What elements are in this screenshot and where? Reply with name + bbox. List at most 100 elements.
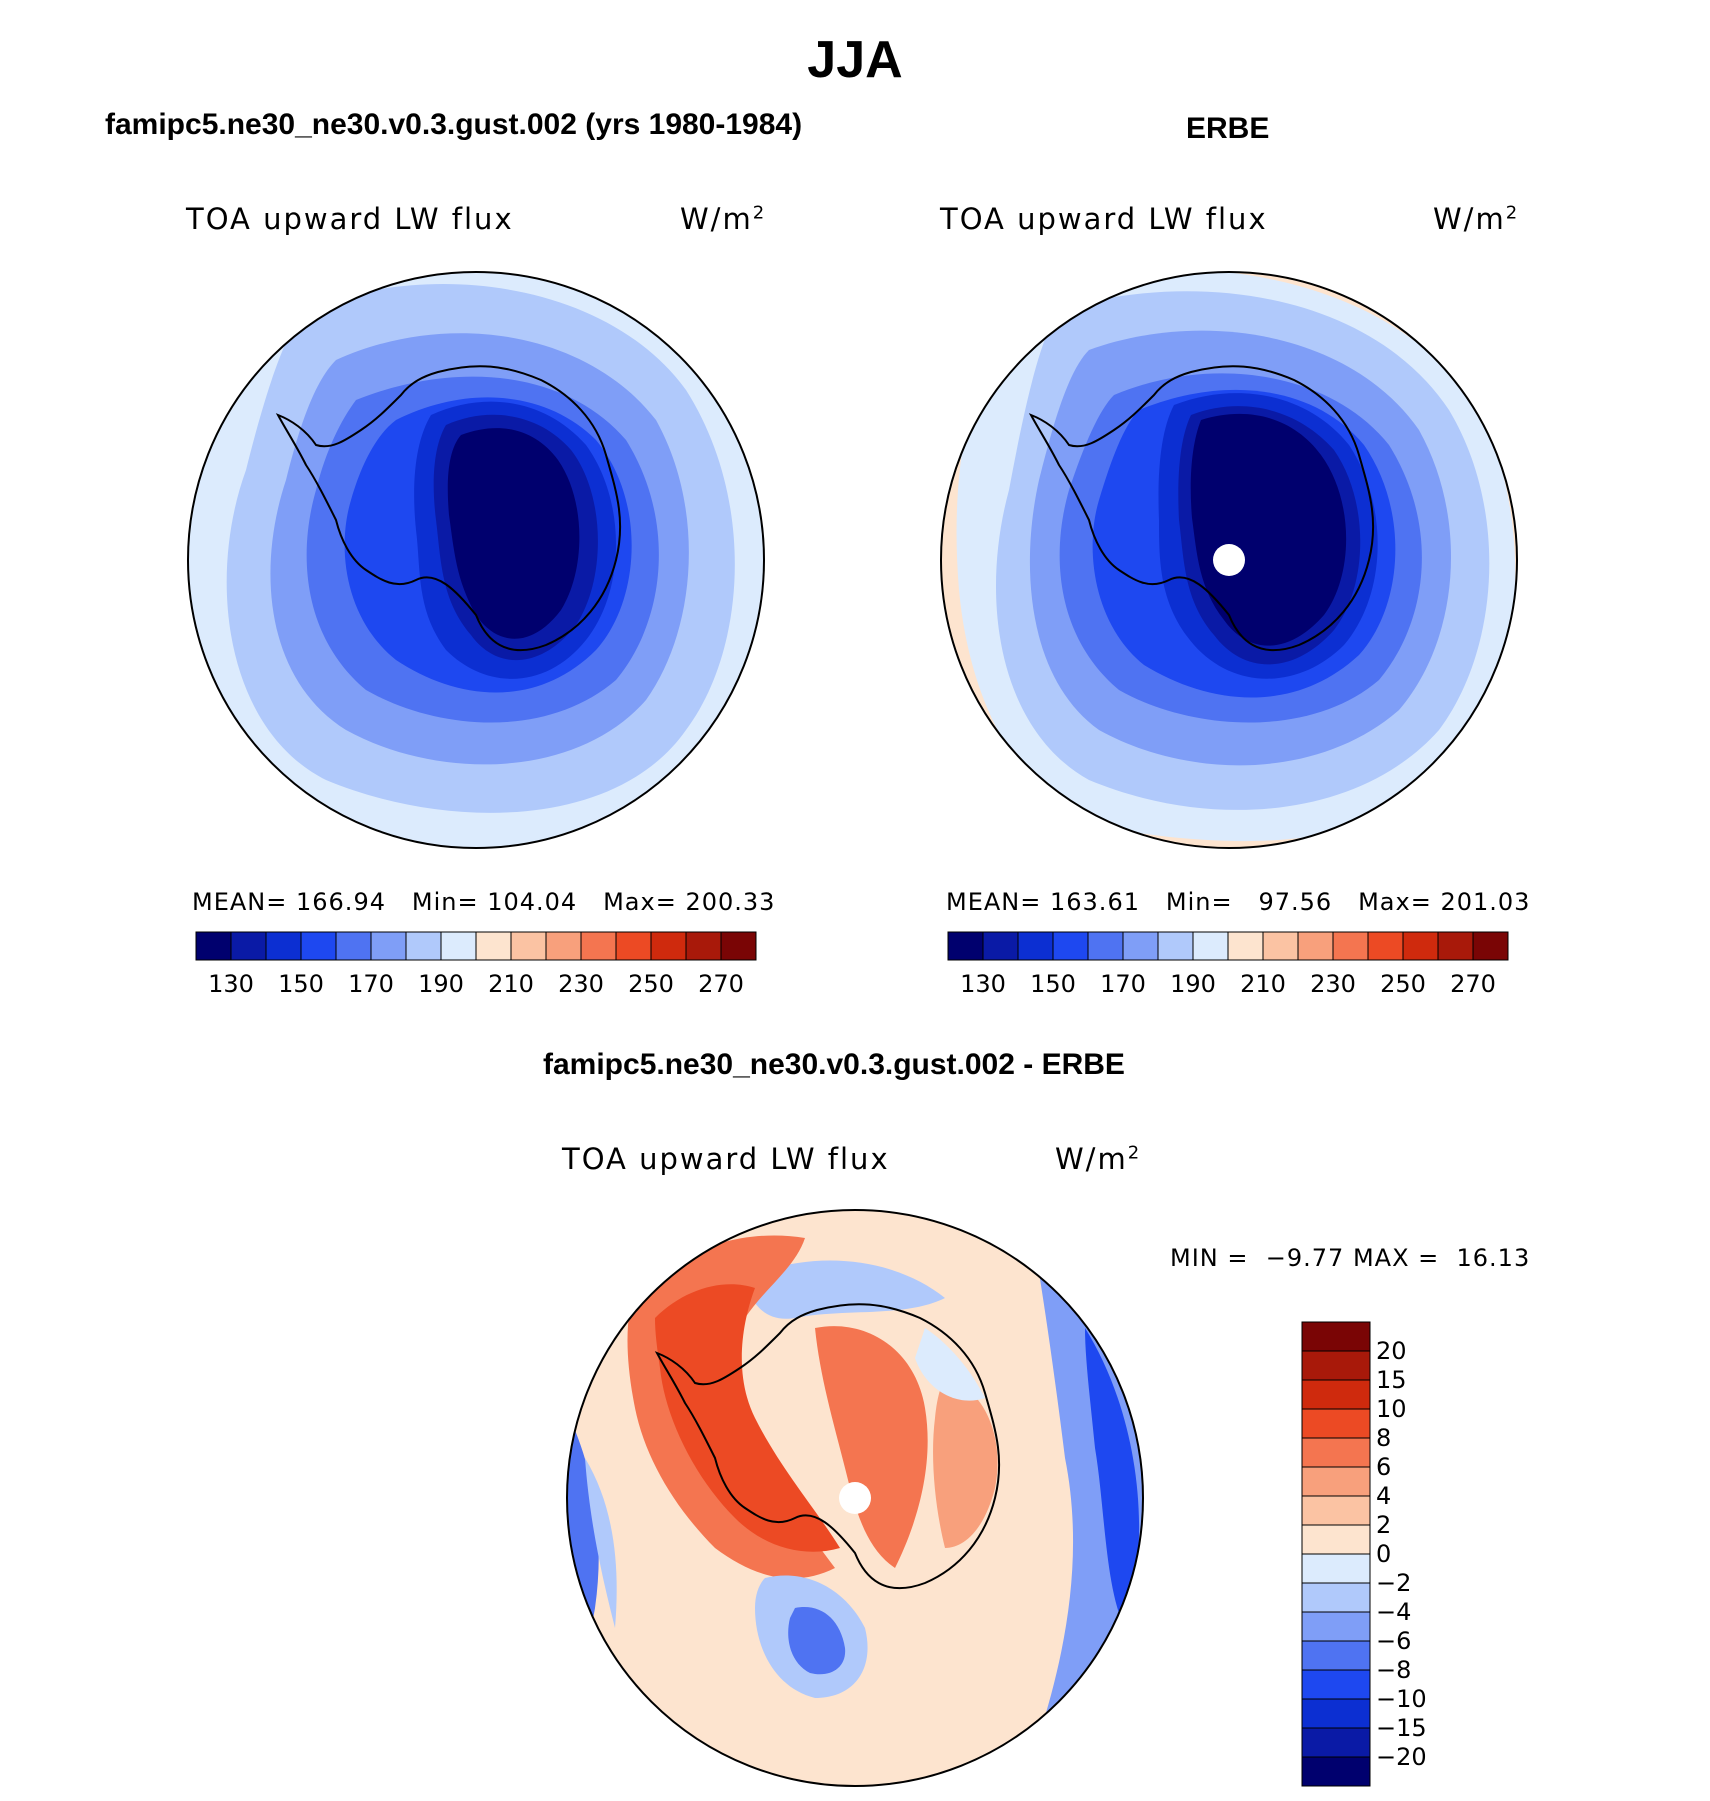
diff-stats-line: MIN = −9.77 MAX = 16.13 — [1170, 1244, 1531, 1272]
obs-colorbar-swatch — [1087, 931, 1124, 961]
obs-colorbar-swatch — [947, 931, 984, 961]
obs-colorbar-swatch — [982, 931, 1019, 961]
diff-colorbar-swatch — [1301, 1582, 1371, 1613]
model-colorbar-swatch — [230, 931, 267, 961]
model-colorbar-tick-label: 170 — [348, 970, 394, 998]
diff-polar-map — [566, 1209, 1144, 1787]
obs-colorbar-swatch — [1122, 931, 1159, 961]
model-colorbar-swatch — [720, 931, 757, 961]
diff-panel-title: famipc5.ne30_ne30.v0.3.gust.002 - ERBE — [543, 1048, 1125, 1081]
model-colorbar-swatch — [405, 931, 442, 961]
obs-colorbar-tick-label: 170 — [1100, 970, 1146, 998]
obs-colorbar-swatch — [1402, 931, 1439, 961]
diff-contour-north-negative — [745, 1260, 945, 1319]
diff-map-boundary — [566, 1209, 1144, 1787]
model-colorbar-tick-label: 130 — [208, 970, 254, 998]
model-colorbar-swatch — [685, 931, 722, 961]
diff-colorbar-tick-label: 10 — [1376, 1395, 1407, 1423]
diff-colorbar-swatch — [1301, 1495, 1371, 1526]
model-variable-label: TOA upward LW flux — [186, 202, 514, 236]
obs-antarctica-coastline — [1028, 365, 1375, 652]
diff-colorbar-swatch — [1301, 1669, 1371, 1700]
model-polar-map — [187, 271, 765, 849]
model-colorbar-swatch — [195, 931, 232, 961]
diff-antarctica-coastline — [654, 1303, 1001, 1590]
diff-colorbar — [1301, 1321, 1371, 1787]
model-contour-below-130 — [447, 428, 580, 639]
diff-colorbar-tick-label: −6 — [1376, 1627, 1412, 1655]
diff-colorbar-tick-label: 0 — [1376, 1540, 1392, 1568]
obs-pole-hole — [1213, 544, 1245, 576]
model-units-label: W/m2 — [680, 202, 767, 236]
model-colorbar-swatch — [545, 931, 582, 961]
model-colorbar-tick-label: 210 — [488, 970, 534, 998]
diff-colorbar-tick-label: 8 — [1376, 1424, 1392, 1452]
main-title: JJA — [807, 31, 903, 89]
obs-colorbar-tick-label: 190 — [1170, 970, 1216, 998]
diff-colorbar-tick-label: 2 — [1376, 1511, 1392, 1539]
model-colorbar-tick-label: 190 — [418, 970, 464, 998]
diff-colorbar-swatch — [1301, 1640, 1371, 1671]
diff-contour-east-warm — [933, 1378, 998, 1548]
diff-colorbar-swatch — [1301, 1553, 1371, 1584]
obs-colorbar-tick-label: 130 — [960, 970, 1006, 998]
diff-colorbar-swatch — [1301, 1611, 1371, 1642]
obs-units-label: W/m2 — [1433, 202, 1520, 236]
diff-units-label: W/m2 — [1055, 1142, 1142, 1176]
model-map-boundary — [187, 271, 765, 849]
diff-colorbar-tick-label: 20 — [1376, 1337, 1407, 1365]
obs-colorbar-tick-label: 250 — [1380, 970, 1426, 998]
obs-colorbar-swatch — [1367, 931, 1404, 961]
diff-colorbar-tick-label: 15 — [1376, 1366, 1407, 1394]
diff-colorbar-swatch — [1301, 1379, 1371, 1410]
diff-colorbar-swatch — [1301, 1727, 1371, 1758]
diff-colorbar-tick-label: 6 — [1376, 1453, 1392, 1481]
obs-map-boundary — [940, 271, 1518, 849]
diff-colorbar-tick-label: 4 — [1376, 1482, 1392, 1510]
diff-colorbar-tick-label: −4 — [1376, 1598, 1412, 1626]
obs-panel-title: ERBE — [1186, 112, 1270, 145]
obs-colorbar-swatch — [1227, 931, 1264, 961]
diff-colorbar-swatch — [1301, 1408, 1371, 1439]
obs-variable-label: TOA upward LW flux — [940, 202, 1268, 236]
model-colorbar-tick-label: 250 — [628, 970, 674, 998]
diff-contour-central-warm — [815, 1326, 928, 1568]
model-colorbar-swatch — [440, 931, 477, 961]
diff-colorbar-swatch — [1301, 1321, 1371, 1352]
diff-colorbar-swatch — [1301, 1466, 1371, 1497]
diff-contour-east-strong-negative — [1085, 1328, 1140, 1628]
obs-stats-line: MEAN= 163.61 Min= 97.56 Max= 201.03 — [946, 888, 1531, 916]
model-colorbar-swatch — [300, 931, 337, 961]
obs-polar-map — [940, 271, 1518, 849]
diff-colorbar-tick-label: −15 — [1376, 1714, 1427, 1742]
model-colorbar-swatch — [650, 931, 687, 961]
diff-contour-south-strong-negative — [788, 1607, 846, 1675]
model-colorbar-swatch — [265, 931, 302, 961]
model-antarctica-coastline — [275, 365, 622, 652]
model-colorbar-swatch — [615, 931, 652, 961]
model-colorbar-swatch — [580, 931, 617, 961]
model-colorbar-swatch — [370, 931, 407, 961]
obs-colorbar-tick-label: 230 — [1310, 970, 1356, 998]
obs-colorbar-swatch — [1297, 931, 1334, 961]
obs-colorbar-labels: 130 150 170 190 210 230 250 270 — [948, 970, 1508, 1000]
obs-colorbar-swatch — [1437, 931, 1474, 961]
diff-colorbar-swatch — [1301, 1524, 1371, 1555]
model-panel-title: famipc5.ne30_ne30.v0.3.gust.002 (yrs 198… — [105, 108, 803, 141]
model-colorbar-tick-label: 270 — [698, 970, 744, 998]
obs-colorbar-swatch — [1262, 931, 1299, 961]
model-colorbar-labels: 130 150 170 190 210 230 250 270 — [196, 970, 756, 1000]
diff-colorbar-swatch — [1301, 1698, 1371, 1729]
obs-colorbar-tick-label: 150 — [1030, 970, 1076, 998]
model-colorbar-swatch — [475, 931, 512, 961]
obs-colorbar — [947, 931, 1509, 961]
obs-colorbar-swatch — [1017, 931, 1054, 961]
diff-colorbar-swatch — [1301, 1437, 1371, 1468]
obs-colorbar-swatch — [1332, 931, 1369, 961]
model-colorbar-swatch — [510, 931, 547, 961]
diff-variable-label: TOA upward LW flux — [562, 1142, 890, 1176]
obs-colorbar-tick-label: 270 — [1450, 970, 1496, 998]
diff-contour-ne-slight-negative — [915, 1328, 985, 1401]
diff-colorbar-tick-label: −8 — [1376, 1656, 1412, 1684]
model-colorbar — [195, 931, 757, 961]
